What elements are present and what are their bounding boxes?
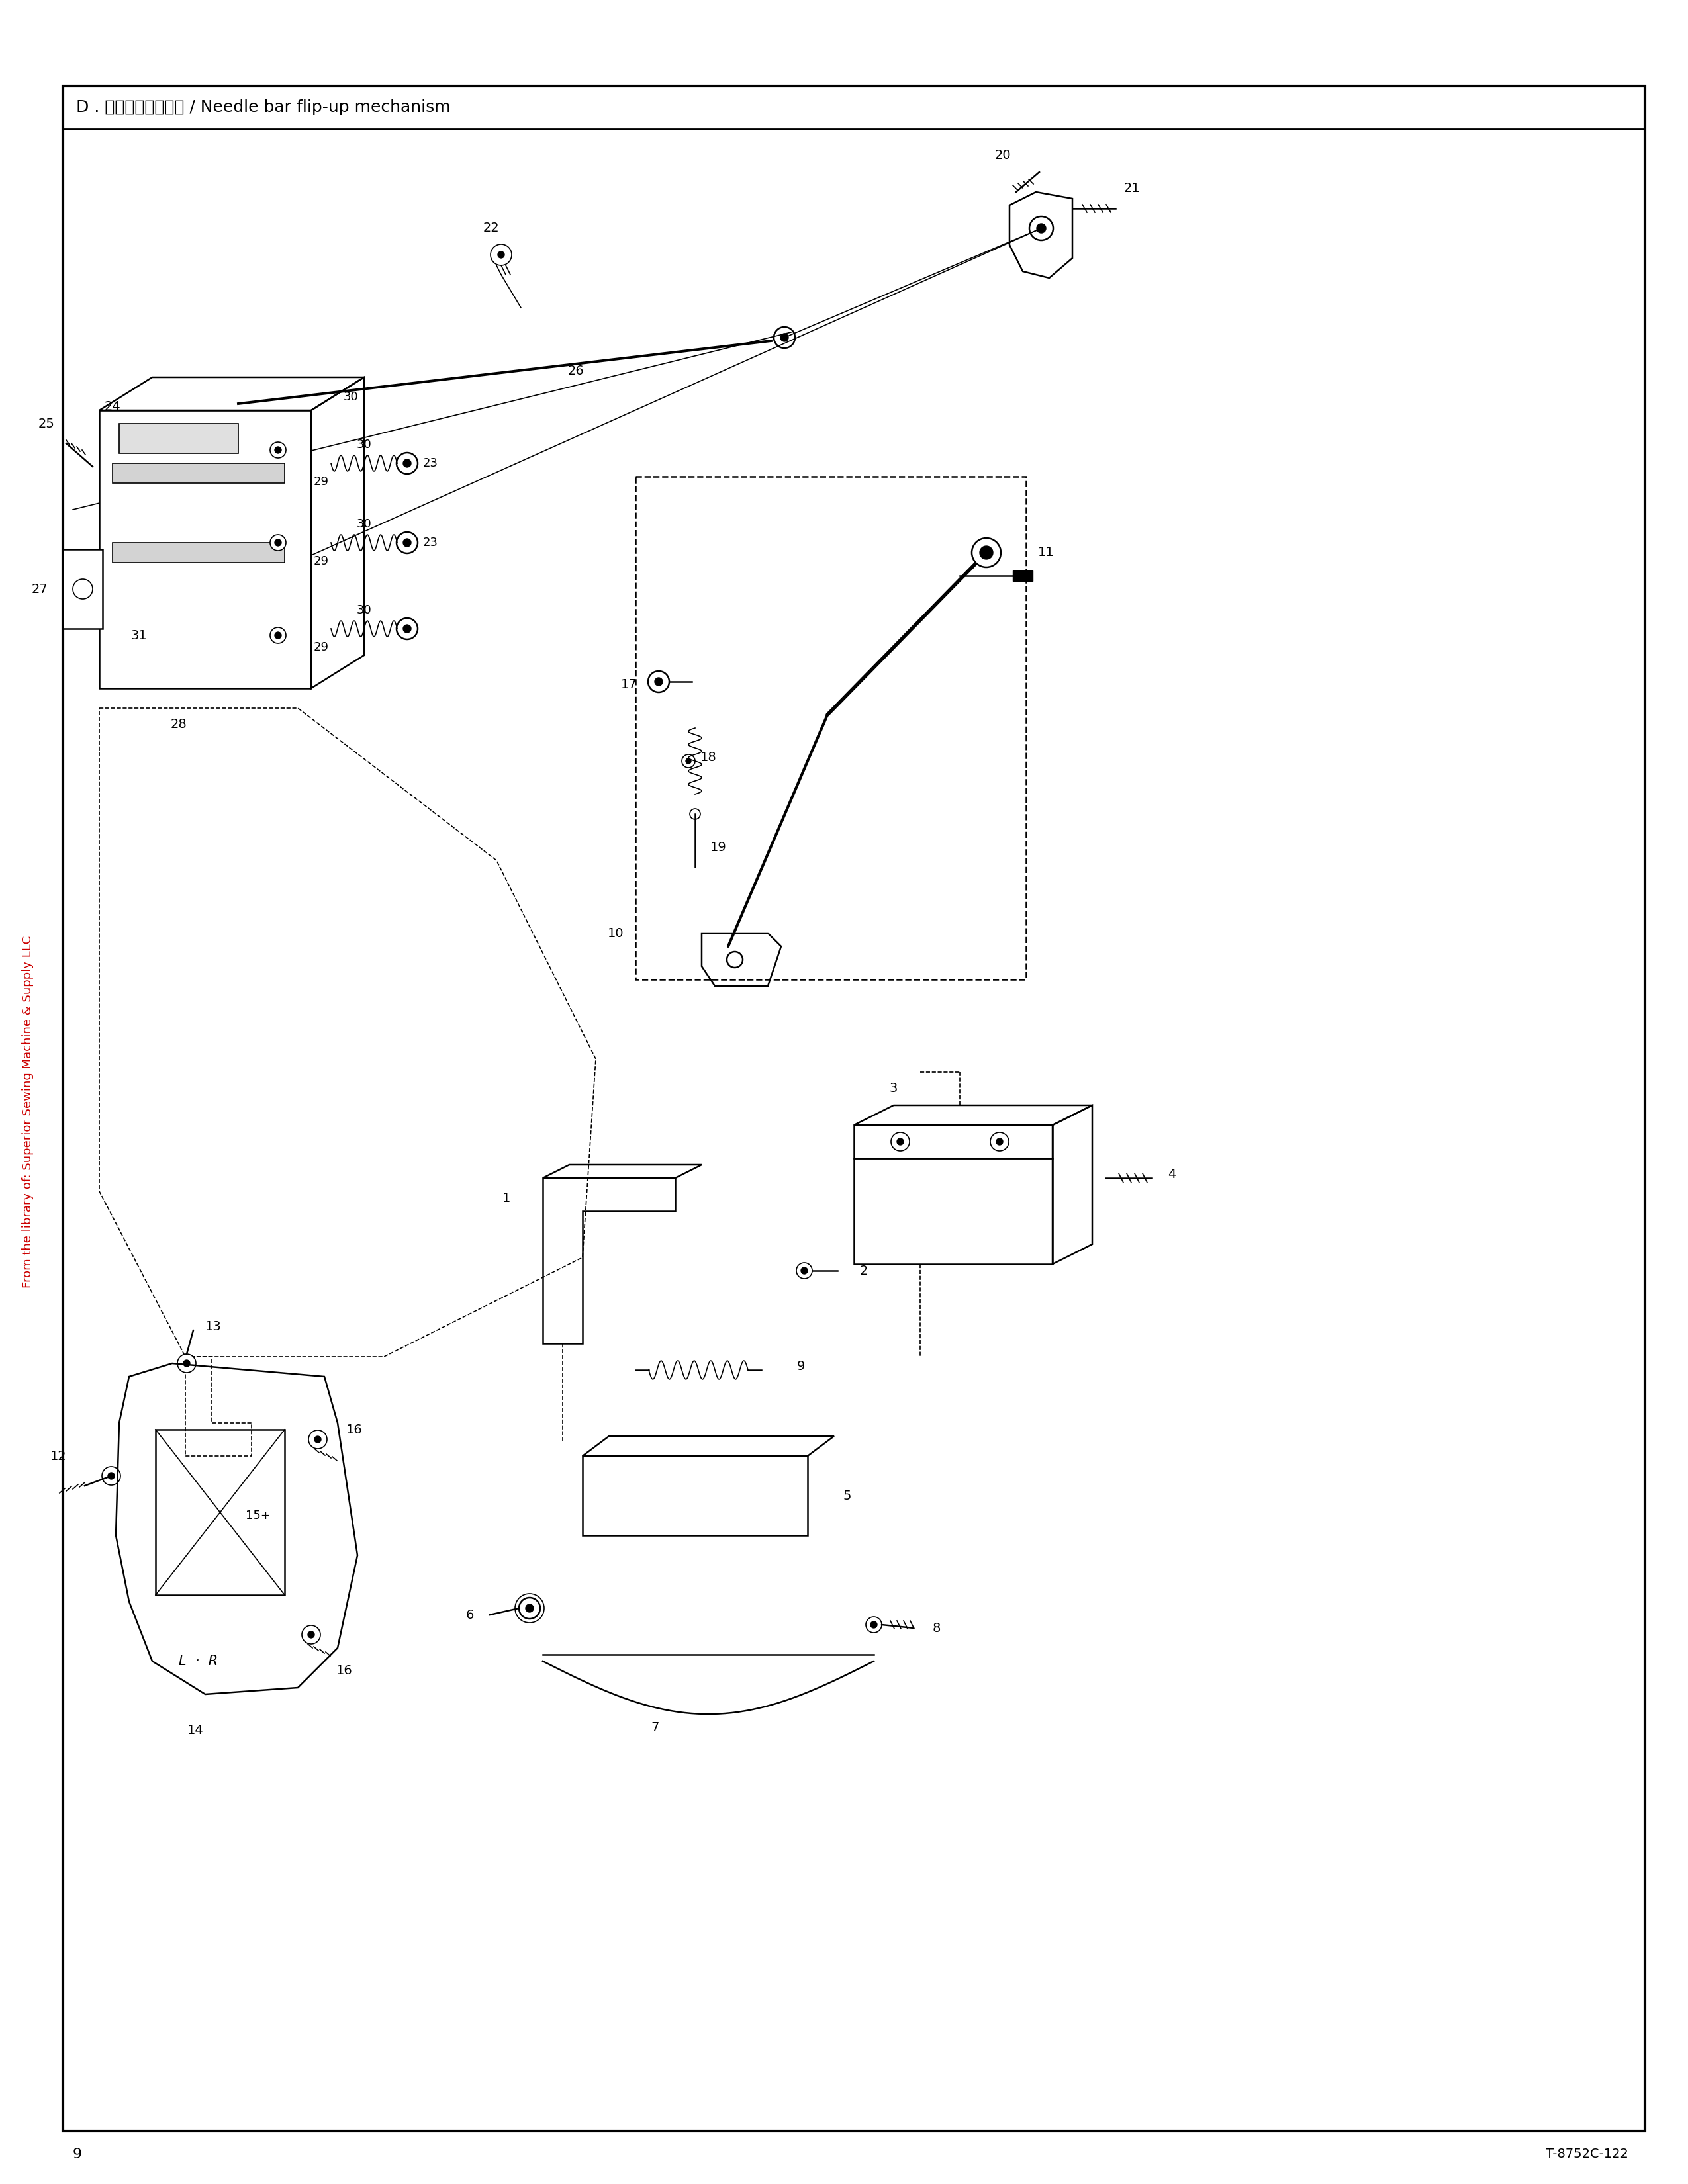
Text: 31: 31 (132, 629, 147, 642)
Text: 23: 23 (422, 537, 437, 548)
Text: 30: 30 (356, 439, 371, 450)
Circle shape (979, 546, 993, 559)
Circle shape (896, 1138, 903, 1144)
Bar (113, 542, 285, 563)
Bar (113, 463, 285, 483)
Bar (100, 411, 311, 688)
Bar (120, 424, 238, 454)
Circle shape (275, 539, 282, 546)
Circle shape (797, 1262, 812, 1278)
Text: 21: 21 (1124, 181, 1139, 194)
Circle shape (275, 448, 282, 454)
Bar (854, 1158, 1053, 1265)
Text: 14: 14 (187, 1725, 204, 1736)
Text: T-8752C-122: T-8752C-122 (1546, 2147, 1629, 2160)
Circle shape (403, 459, 412, 467)
Circle shape (685, 758, 690, 764)
Bar (62, 550, 103, 629)
Circle shape (184, 1361, 191, 1367)
Bar (1013, 570, 1033, 581)
Text: 30: 30 (356, 605, 371, 616)
Text: 24: 24 (105, 400, 122, 413)
Circle shape (403, 539, 412, 546)
Text: 23: 23 (422, 456, 437, 470)
Circle shape (773, 328, 795, 347)
Circle shape (403, 625, 412, 633)
Text: 29: 29 (314, 476, 329, 487)
Circle shape (101, 1468, 120, 1485)
Text: 30: 30 (356, 518, 371, 531)
Circle shape (270, 441, 285, 459)
Circle shape (108, 1472, 115, 1479)
Text: L  ·  R: L · R (179, 1655, 218, 1669)
Text: 9: 9 (797, 1361, 805, 1374)
Circle shape (655, 677, 663, 686)
Text: 9: 9 (73, 2147, 83, 2160)
Circle shape (780, 334, 788, 341)
Text: 7: 7 (652, 1721, 660, 1734)
Circle shape (802, 1267, 807, 1273)
Circle shape (270, 627, 285, 644)
Circle shape (275, 631, 282, 638)
Circle shape (491, 245, 511, 266)
Circle shape (871, 1621, 878, 1627)
Bar (854, 1125, 1053, 1158)
Circle shape (314, 1437, 321, 1444)
Text: 12: 12 (51, 1450, 66, 1463)
Text: 18: 18 (701, 751, 716, 764)
Text: 15+: 15+ (246, 1509, 270, 1522)
Circle shape (498, 251, 505, 258)
Circle shape (866, 1616, 881, 1634)
Text: 30: 30 (343, 391, 358, 404)
Circle shape (270, 535, 285, 550)
Circle shape (307, 1631, 314, 1638)
Circle shape (518, 1599, 540, 1618)
Text: 10: 10 (608, 926, 625, 939)
Bar (582, 1457, 807, 1535)
Text: 27: 27 (32, 583, 47, 596)
Circle shape (682, 753, 695, 769)
Text: 29: 29 (314, 555, 329, 568)
Bar (155, 1431, 285, 1594)
Circle shape (397, 533, 417, 553)
Circle shape (397, 452, 417, 474)
Circle shape (690, 808, 701, 819)
Circle shape (1036, 223, 1047, 234)
Text: 2: 2 (859, 1265, 868, 1278)
Circle shape (302, 1625, 321, 1645)
Text: From the library of: Superior Sewing Machine & Supply LLC: From the library of: Superior Sewing Mac… (22, 935, 34, 1289)
Text: 20: 20 (994, 149, 1011, 162)
Text: 26: 26 (567, 365, 584, 378)
Circle shape (972, 537, 1001, 568)
Text: 16: 16 (336, 1664, 353, 1677)
Bar (635, 476, 1026, 978)
Text: 19: 19 (711, 841, 726, 854)
Text: 4: 4 (1168, 1168, 1177, 1182)
Circle shape (525, 1605, 533, 1612)
Circle shape (177, 1354, 196, 1372)
Circle shape (991, 1131, 1009, 1151)
Circle shape (891, 1131, 910, 1151)
Circle shape (73, 579, 93, 598)
Text: 6: 6 (466, 1610, 474, 1621)
Text: 17: 17 (621, 679, 636, 692)
Circle shape (1030, 216, 1053, 240)
Text: 11: 11 (1038, 546, 1053, 559)
Circle shape (309, 1431, 327, 1448)
Text: 16: 16 (346, 1424, 363, 1435)
Text: 3: 3 (890, 1083, 898, 1094)
Circle shape (728, 952, 743, 968)
Text: D . 针棒切換操作関係 / Needle bar flip-up mechanism: D . 针棒切換操作関係 / Needle bar flip-up mechan… (76, 98, 451, 116)
Circle shape (397, 618, 417, 640)
Text: 8: 8 (932, 1623, 940, 1634)
Text: 28: 28 (170, 719, 187, 732)
Text: 22: 22 (483, 223, 500, 234)
Circle shape (648, 670, 668, 692)
Text: 13: 13 (204, 1321, 221, 1332)
Text: 29: 29 (314, 642, 329, 653)
Text: 1: 1 (503, 1192, 510, 1203)
Text: 5: 5 (844, 1489, 851, 1503)
Text: 25: 25 (39, 417, 54, 430)
Circle shape (996, 1138, 1003, 1144)
